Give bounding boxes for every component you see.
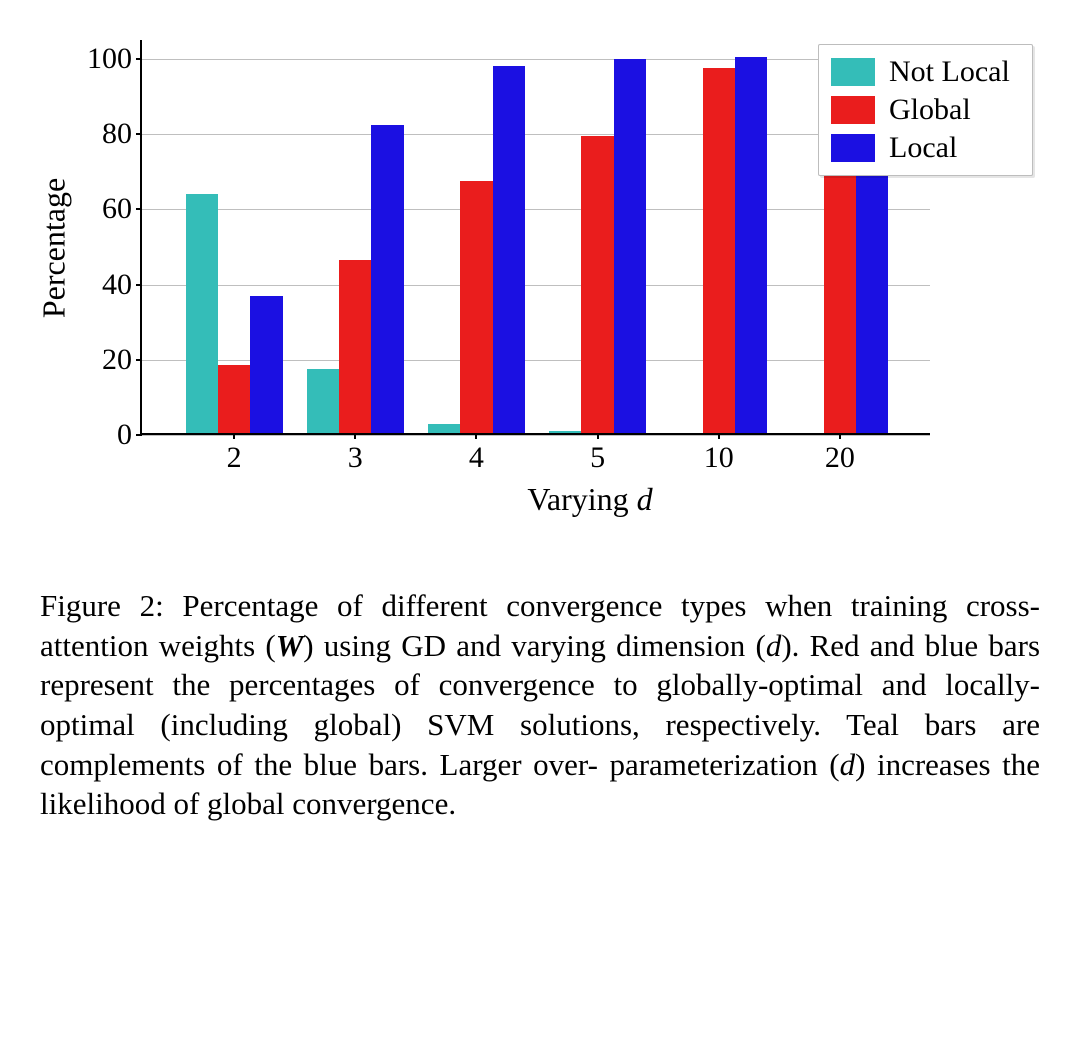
gridline bbox=[142, 435, 930, 436]
caption-d-var-2: d bbox=[840, 747, 856, 782]
legend-item-global: Global bbox=[831, 91, 1010, 129]
x-axis-label: Varying d bbox=[140, 481, 1040, 518]
x-tick-mark bbox=[839, 433, 841, 439]
chart-container: 02040608010023451020 Percentage Varying … bbox=[40, 40, 1040, 518]
x-axis-label-prefix: Varying bbox=[527, 481, 636, 517]
legend-item-local: Local bbox=[831, 129, 1010, 167]
plot-area: 02040608010023451020 bbox=[140, 40, 930, 435]
y-tick-mark bbox=[136, 284, 142, 286]
y-tick-label: 100 bbox=[87, 42, 142, 76]
legend-swatch-icon bbox=[831, 134, 875, 162]
legend-label: Global bbox=[889, 93, 971, 127]
bar-local bbox=[735, 57, 767, 433]
bar-global bbox=[460, 181, 492, 433]
x-tick-label: 20 bbox=[825, 433, 855, 475]
x-tick-label: 3 bbox=[348, 433, 363, 475]
x-tick-mark bbox=[475, 433, 477, 439]
x-tick-label: 2 bbox=[227, 433, 242, 475]
y-tick-mark bbox=[136, 208, 142, 210]
bar-not_local bbox=[549, 431, 581, 433]
x-tick-label: 5 bbox=[590, 433, 605, 475]
caption-d-var: d bbox=[766, 628, 782, 663]
x-axis-label-var: d bbox=[637, 481, 653, 517]
legend-swatch-icon bbox=[831, 58, 875, 86]
legend-swatch-icon bbox=[831, 96, 875, 124]
y-tick-mark bbox=[136, 434, 142, 436]
bars-layer bbox=[142, 40, 930, 433]
bar-global bbox=[703, 68, 735, 433]
x-tick-label: 4 bbox=[469, 433, 484, 475]
x-tick-mark bbox=[597, 433, 599, 439]
y-tick-mark bbox=[136, 359, 142, 361]
bar-global bbox=[339, 260, 371, 433]
figure-caption: Figure 2: Percentage of different conver… bbox=[40, 586, 1040, 824]
y-tick-mark bbox=[136, 58, 142, 60]
bar-global bbox=[581, 136, 613, 433]
bar-global bbox=[218, 365, 250, 433]
bar-not_local bbox=[186, 194, 218, 433]
caption-text-2: ) using GD and varying dimension ( bbox=[303, 628, 766, 663]
x-tick-mark bbox=[354, 433, 356, 439]
x-tick-mark bbox=[718, 433, 720, 439]
y-axis-label: Percentage bbox=[36, 177, 73, 317]
legend-item-not_local: Not Local bbox=[831, 53, 1010, 91]
legend-label: Local bbox=[889, 131, 957, 165]
bar-local bbox=[493, 66, 525, 433]
y-tick-mark bbox=[136, 133, 142, 135]
bar-local bbox=[614, 59, 646, 433]
bar-local bbox=[371, 125, 403, 433]
x-tick-mark bbox=[233, 433, 235, 439]
legend-label: Not Local bbox=[889, 55, 1010, 89]
bar-local bbox=[250, 296, 282, 433]
caption-figure-label: Figure 2: bbox=[40, 588, 164, 623]
bar-not_local bbox=[307, 369, 339, 433]
bar-not_local bbox=[428, 424, 460, 433]
legend: Not Local Global Local bbox=[818, 44, 1033, 176]
x-tick-label: 10 bbox=[704, 433, 734, 475]
caption-w-var: W bbox=[276, 628, 304, 663]
